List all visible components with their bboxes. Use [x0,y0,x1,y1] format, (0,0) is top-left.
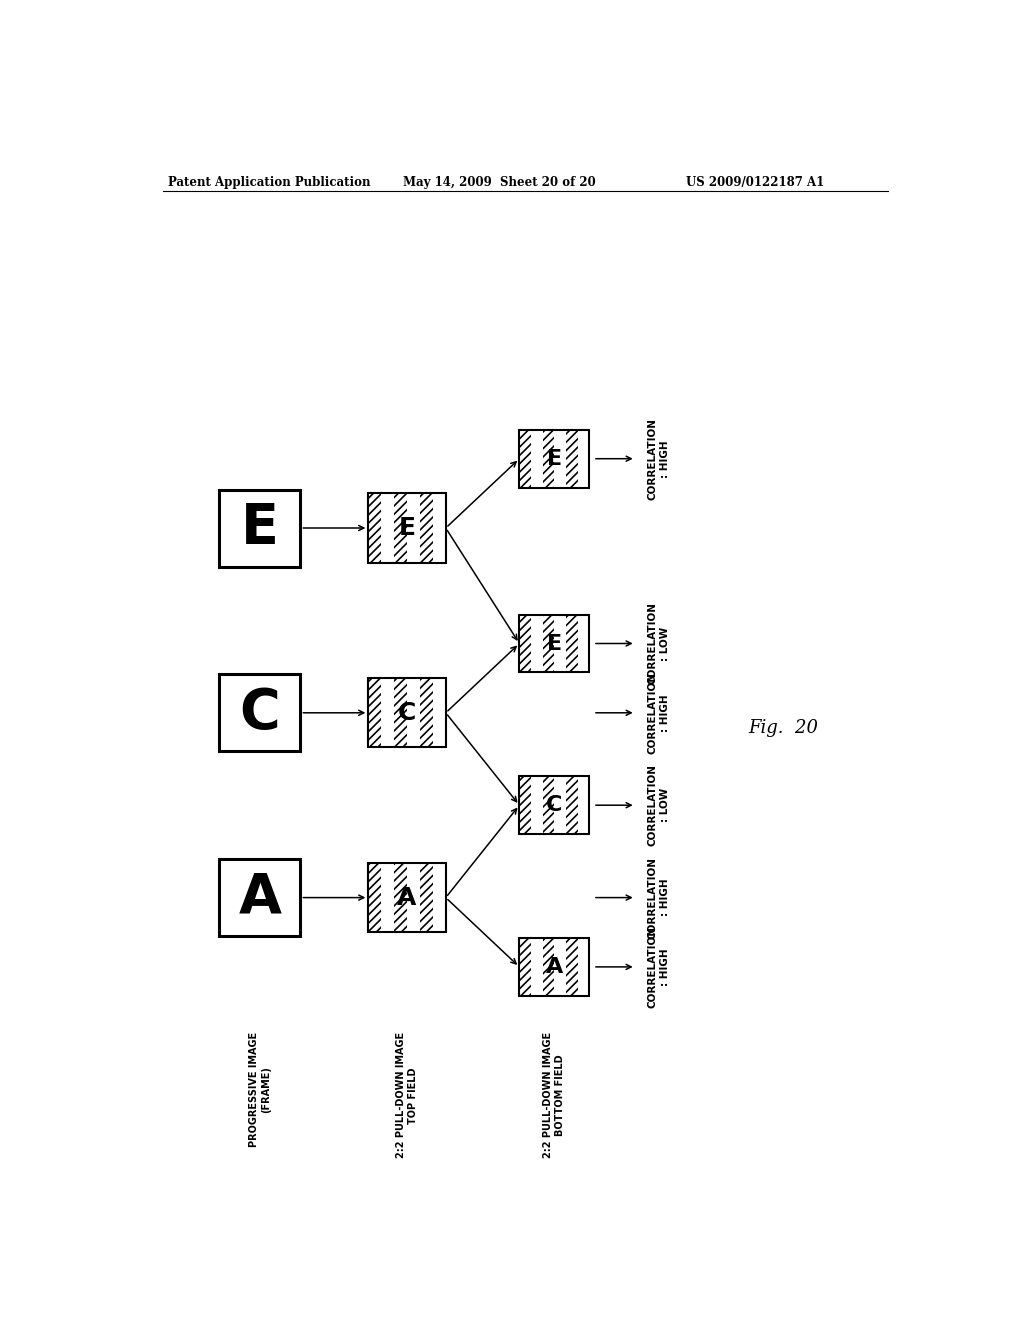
Bar [369,678,381,747]
Bar [433,494,445,562]
Text: E: E [547,634,562,653]
Bar [578,776,589,834]
Text: A: A [239,871,282,924]
Bar [554,776,566,834]
Bar [407,863,420,932]
Bar [407,678,420,747]
Bar [394,678,407,747]
Bar [381,678,394,747]
Bar [578,939,589,995]
Bar [394,494,407,562]
Bar [519,430,589,487]
Text: CORRELATION
: HIGH: CORRELATION : HIGH [647,925,670,1008]
Bar [543,615,554,672]
Bar [519,939,531,995]
Bar [531,615,543,672]
Bar [369,494,381,562]
Bar [554,615,566,672]
Text: Patent Application Publication: Patent Application Publication [168,176,371,189]
Text: A: A [397,886,417,909]
Bar [531,776,543,834]
Bar [554,939,566,995]
Bar [519,615,589,672]
Bar [531,430,543,487]
Bar [519,430,531,487]
Text: C: C [546,795,562,816]
Bar [519,615,531,672]
Bar [381,863,394,932]
Bar [543,939,554,995]
Bar [369,863,381,932]
Bar [566,776,578,834]
Bar [420,678,433,747]
Text: A: A [546,957,563,977]
Text: May 14, 2009  Sheet 20 of 20: May 14, 2009 Sheet 20 of 20 [403,176,596,189]
Bar [554,430,566,487]
Text: CORRELATION
: LOW: CORRELATION : LOW [647,602,670,685]
Bar [433,678,445,747]
Bar [369,494,445,562]
Bar [519,776,531,834]
Text: C: C [240,686,281,739]
Text: US 2009/0122187 A1: US 2009/0122187 A1 [686,176,824,189]
Text: E: E [241,502,279,554]
Text: PROGRESSIVE IMAGE
(FRAME): PROGRESSIVE IMAGE (FRAME) [249,1032,271,1147]
Bar [420,494,433,562]
Bar [531,939,543,995]
Text: 2:2 PULL-DOWN IMAGE
TOP FIELD: 2:2 PULL-DOWN IMAGE TOP FIELD [396,1032,418,1159]
Bar [381,494,394,562]
Text: E: E [547,449,562,469]
Bar [394,863,407,932]
Text: CORRELATION
: HIGH: CORRELATION : HIGH [647,417,670,500]
Text: Fig.  20: Fig. 20 [748,719,818,737]
Bar [369,863,445,932]
Bar [519,939,589,995]
Bar [578,430,589,487]
Text: CORRELATION
: LOW: CORRELATION : LOW [647,764,670,846]
Bar [543,430,554,487]
Text: CORRELATION
: HIGH: CORRELATION : HIGH [647,672,670,754]
Text: CORRELATION
: HIGH: CORRELATION : HIGH [647,857,670,939]
Bar [433,863,445,932]
Bar [543,776,554,834]
Bar [407,494,420,562]
Bar [219,490,300,566]
Text: 2:2 PULL-DOWN IMAGE
BOTTOM FIELD: 2:2 PULL-DOWN IMAGE BOTTOM FIELD [543,1032,565,1159]
Text: E: E [398,516,416,540]
Text: C: C [397,701,416,725]
Bar [566,939,578,995]
Bar [578,615,589,672]
Bar [519,776,589,834]
Bar [369,678,445,747]
Bar [219,859,300,936]
Bar [566,615,578,672]
Bar [566,430,578,487]
Bar [420,863,433,932]
Bar [219,675,300,751]
